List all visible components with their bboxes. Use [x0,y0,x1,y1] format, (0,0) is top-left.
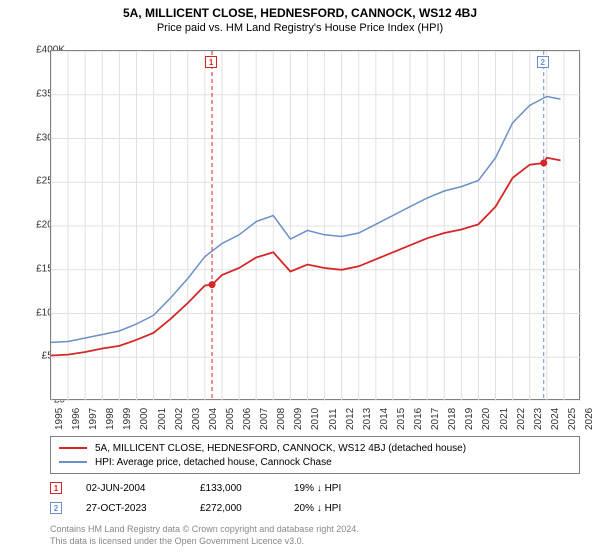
x-tick-label: 2008 [276,408,287,430]
x-tick-label: 2023 [533,408,544,430]
sale-hpi-delta: 20% ↓ HPI [294,503,384,514]
attribution-line: This data is licensed under the Open Gov… [50,536,580,548]
x-tick-label: 2024 [550,408,561,430]
sales-table: 1 02-JUN-2004 £133,000 19% ↓ HPI 2 27-OC… [50,478,580,518]
attribution-line: Contains HM Land Registry data © Crown c… [50,524,580,536]
x-tick-label: 2005 [225,408,236,430]
x-tick-label: 2018 [447,408,458,430]
plot-area [50,50,580,400]
sales-row: 1 02-JUN-2004 £133,000 19% ↓ HPI [50,478,580,498]
sale-date: 02-JUN-2004 [86,483,176,494]
x-tick-label: 2022 [516,408,527,430]
sale-date: 27-OCT-2023 [86,503,176,514]
sale-marker-badge: 2 [50,502,62,514]
chart-title: 5A, MILLICENT CLOSE, HEDNESFORD, CANNOCK… [0,0,600,20]
x-tick-label: 2026 [584,408,595,430]
x-tick-label: 2015 [396,408,407,430]
x-tick-label: 2003 [191,408,202,430]
x-tick-label: 2009 [293,408,304,430]
legend-swatch [59,447,87,449]
legend-label: HPI: Average price, detached house, Cann… [95,457,332,468]
x-tick-label: 2014 [379,408,390,430]
x-tick-label: 2007 [259,408,270,430]
sales-row: 2 27-OCT-2023 £272,000 20% ↓ HPI [50,498,580,518]
x-tick-label: 1996 [71,408,82,430]
legend-item: HPI: Average price, detached house, Cann… [59,455,571,469]
x-tick-label: 1998 [105,408,116,430]
x-tick-label: 2021 [499,408,510,430]
legend: 5A, MILLICENT CLOSE, HEDNESFORD, CANNOCK… [50,436,580,474]
legend-swatch [59,461,87,463]
x-tick-label: 2010 [310,408,321,430]
attribution: Contains HM Land Registry data © Crown c… [50,524,580,547]
sale-price: £133,000 [200,483,270,494]
x-tick-label: 1995 [54,408,65,430]
plot-svg [51,51,581,401]
x-tick-label: 2011 [328,408,339,430]
x-tick-label: 2002 [174,408,185,430]
legend-label: 5A, MILLICENT CLOSE, HEDNESFORD, CANNOCK… [95,443,466,454]
x-tick-label: 2019 [464,408,475,430]
sale-marker-badge: 1 [205,56,217,68]
x-tick-label: 2013 [362,408,373,430]
x-tick-label: 1997 [88,408,99,430]
x-tick-label: 2001 [157,408,168,430]
x-tick-label: 2020 [481,408,492,430]
chart-subtitle: Price paid vs. HM Land Registry's House … [0,20,600,38]
x-tick-label: 2017 [430,408,441,430]
x-tick-label: 2000 [139,408,150,430]
x-tick-label: 2012 [345,408,356,430]
x-tick-label: 2006 [242,408,253,430]
x-tick-label: 2025 [567,408,578,430]
x-tick-label: 2016 [413,408,424,430]
chart-container: 5A, MILLICENT CLOSE, HEDNESFORD, CANNOCK… [0,0,600,560]
sale-marker-badge: 2 [537,56,549,68]
sale-price: £272,000 [200,503,270,514]
x-tick-label: 1999 [122,408,133,430]
legend-item: 5A, MILLICENT CLOSE, HEDNESFORD, CANNOCK… [59,441,571,455]
sale-hpi-delta: 19% ↓ HPI [294,483,384,494]
x-tick-label: 2004 [208,408,219,430]
sale-marker-badge: 1 [50,482,62,494]
